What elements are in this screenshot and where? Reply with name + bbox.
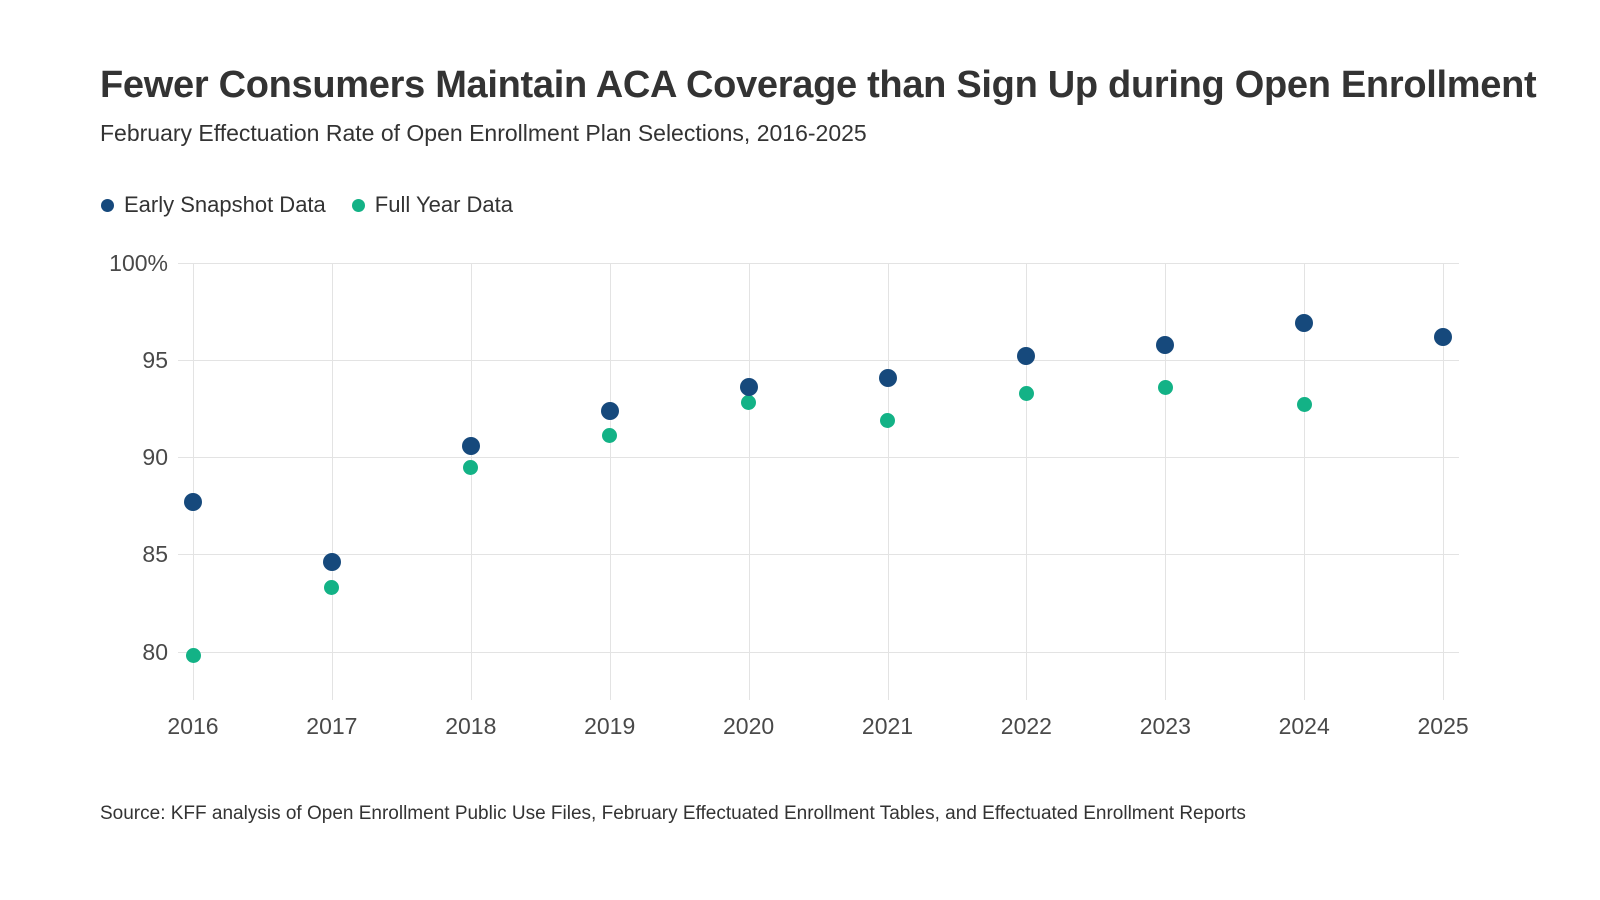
y-tick-label-95: 95	[142, 347, 168, 374]
y-gridline-100	[178, 263, 1459, 264]
x-gridline-2025	[1443, 263, 1445, 700]
legend-dot-full-year-icon	[351, 198, 365, 212]
x-tick-label-2021: 2021	[861, 713, 914, 739]
legend-dot-early-snapshot-icon	[101, 198, 114, 212]
y-gridline-80	[178, 651, 1459, 653]
y-tick-label-90: 90	[142, 444, 168, 471]
x-gridline-2020	[748, 263, 750, 700]
point-full-year-2020	[741, 395, 757, 411]
x-gridline-2019	[609, 263, 611, 700]
x-tick-label-2017: 2017	[306, 713, 358, 739]
point-full-year-2016	[185, 647, 201, 663]
point-full-year-2024	[1296, 397, 1312, 413]
x-tick-label-2019: 2019	[584, 713, 636, 739]
x-gridline-2016	[193, 263, 194, 700]
chart-title: Fewer Consumers Maintain ACA Coverage th…	[100, 64, 1537, 106]
point-early-snapshot-2016	[184, 492, 202, 511]
x-gridline-2024	[1304, 263, 1306, 700]
point-early-snapshot-2023	[1156, 335, 1175, 354]
x-gridline-2023	[1165, 263, 1167, 700]
point-full-year-2018	[463, 459, 479, 475]
y-tick-label-85: 85	[142, 541, 168, 568]
point-early-snapshot-2024	[1295, 314, 1314, 333]
point-early-snapshot-2025	[1434, 327, 1453, 346]
y-gridline-90	[178, 457, 1459, 459]
x-tick-label-2016: 2016	[167, 713, 219, 739]
point-full-year-2019	[602, 428, 618, 444]
legend-label-full-year: Full Year Data	[374, 192, 513, 217]
y-gridline-85	[178, 554, 1459, 556]
y-gridline-95	[178, 360, 1459, 362]
point-early-snapshot-2018	[461, 436, 480, 455]
point-full-year-2022	[1018, 385, 1034, 401]
x-gridline-2017	[331, 263, 333, 700]
x-gridline-2021	[887, 263, 889, 700]
x-gridline-2018	[470, 263, 472, 700]
x-tick-label-2025: 2025	[1417, 713, 1469, 739]
y-tick-label-100: 100%	[109, 250, 168, 276]
x-tick-label-2024: 2024	[1278, 713, 1330, 739]
point-early-snapshot-2020	[739, 378, 758, 397]
x-tick-label-2022: 2022	[1000, 713, 1052, 739]
point-full-year-2021	[880, 412, 895, 428]
source-note: Source: KFF analysis of Open Enrollment …	[100, 803, 1246, 824]
x-tick-label-2020: 2020	[723, 713, 775, 739]
legend-item-full-year: Full Year Data	[351, 192, 513, 218]
point-early-snapshot-2021	[878, 368, 897, 387]
point-early-snapshot-2022	[1017, 347, 1036, 366]
point-full-year-2017	[324, 579, 340, 595]
legend-item-early-snapshot: Early Snapshot Data	[101, 192, 326, 218]
y-tick-label-80: 80	[142, 638, 168, 665]
x-tick-label-2023: 2023	[1139, 713, 1191, 739]
legend: Early Snapshot Data Full Year Data	[101, 192, 513, 218]
x-gridline-2022	[1026, 263, 1028, 700]
point-early-snapshot-2017	[322, 553, 341, 572]
chart-subtitle: February Effectuation Rate of Open Enrol…	[100, 120, 867, 146]
x-tick-label-2018: 2018	[445, 713, 497, 739]
point-full-year-2023	[1157, 379, 1173, 395]
point-early-snapshot-2019	[600, 401, 619, 420]
legend-label-early-snapshot: Early Snapshot Data	[124, 192, 326, 217]
